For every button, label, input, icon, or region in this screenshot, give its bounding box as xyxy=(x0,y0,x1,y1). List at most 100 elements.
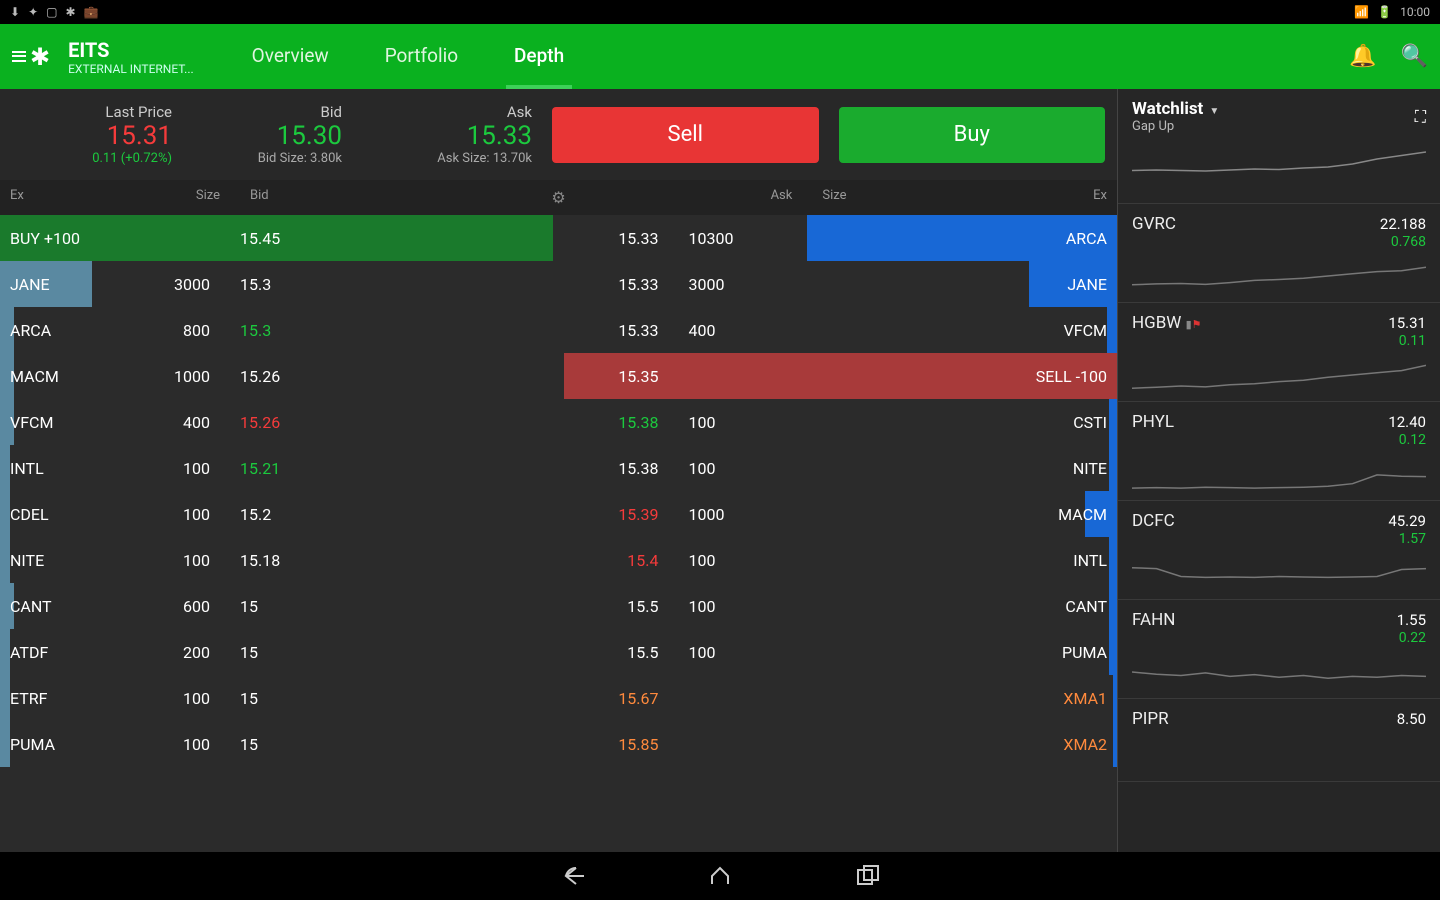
tab-overview[interactable]: Overview xyxy=(244,24,337,89)
ask-size: 100 xyxy=(659,551,759,570)
bid-row[interactable]: BUY +10015.45 xyxy=(0,215,559,261)
ask-ex: ARCA xyxy=(759,229,1118,248)
app-logo-icon: ✱ xyxy=(30,43,50,71)
ask-ex: CANT xyxy=(759,597,1118,616)
col-ex-bid: Ex xyxy=(10,188,120,207)
bid-price: 15.3 xyxy=(210,321,310,340)
fullscreen-icon[interactable]: ⛶ xyxy=(1415,107,1426,127)
wl-change: 0.768 xyxy=(1132,234,1426,250)
bid-size: 800 xyxy=(110,321,210,340)
ask-size: 100 xyxy=(659,459,759,478)
bid-ex: ARCA xyxy=(0,321,110,340)
wl-price: 45.29 xyxy=(1388,512,1426,530)
ask-row[interactable]: 15.391000MACM xyxy=(559,491,1118,537)
ask-row[interactable]: 15.38100CSTI xyxy=(559,399,1118,445)
bid-size: 100 xyxy=(110,689,210,708)
bid-row[interactable]: PUMA10015 xyxy=(0,721,559,767)
ask-row[interactable]: 15.5100CANT xyxy=(559,583,1118,629)
watchlist-item[interactable]: DCFC 45.291.57 xyxy=(1118,501,1440,600)
ask-row[interactable]: 15.33400VFCM xyxy=(559,307,1118,353)
bid-row[interactable]: ETRF10015 xyxy=(0,675,559,721)
ask-ex: INTL xyxy=(759,551,1118,570)
wl-change: 1.57 xyxy=(1132,531,1426,547)
sell-button[interactable]: Sell xyxy=(552,107,819,163)
quote-row: Last Price 15.31 0.11 (+0.72%) Bid 15.30… xyxy=(0,89,1117,180)
bid-size: 1000 xyxy=(110,367,210,386)
bid-row[interactable]: INTL10015.21 xyxy=(0,445,559,491)
wl-sparkline xyxy=(1132,551,1426,599)
app-icon: ✱ xyxy=(65,5,75,19)
ask-size: 10300 xyxy=(659,229,759,248)
search-icon[interactable]: 🔍 xyxy=(1401,44,1428,69)
ask-row[interactable]: 15.5100PUMA xyxy=(559,629,1118,675)
wl-symbol: DCFC xyxy=(1132,511,1175,531)
ask-ex: SELL -100 xyxy=(759,367,1118,386)
col-ask: Ask xyxy=(578,188,793,207)
chevron-down-icon: ▼ xyxy=(1209,106,1219,117)
notifications-icon[interactable]: 🔔 xyxy=(1349,44,1376,69)
tab-portfolio[interactable]: Portfolio xyxy=(377,24,466,89)
bid-size: 100 xyxy=(110,551,210,570)
watchlist-item[interactable]: PHYL12.400.12 xyxy=(1118,402,1440,501)
watchlist-item[interactable]: GVRC22.1880.768 xyxy=(1118,204,1440,303)
watchlist-item[interactable]: FAHN1.550.22 xyxy=(1118,600,1440,699)
bid-ex: CANT xyxy=(0,597,110,616)
bid-price: 15.21 xyxy=(210,459,310,478)
ask-row[interactable]: 15.38100NITE xyxy=(559,445,1118,491)
photo-icon: ▢ xyxy=(46,5,57,19)
bid-ex: ATDF xyxy=(0,643,110,662)
watchlist-item[interactable]: HGBW ▮⚑15.310.11 xyxy=(1118,303,1440,402)
ask-row[interactable]: 15.85XMA2 xyxy=(559,721,1118,767)
ask-row[interactable]: 15.3310300ARCA xyxy=(559,215,1118,261)
col-bid: Bid xyxy=(220,188,320,207)
bid-row[interactable]: NITE10015.18 xyxy=(0,537,559,583)
bid-ex: VFCM xyxy=(0,413,110,432)
battery-icon: 🔋 xyxy=(1377,5,1392,19)
watchlist-top-spark xyxy=(1118,144,1440,204)
ticker-symbol: EITS xyxy=(68,38,194,62)
wl-symbol: PHYL xyxy=(1132,412,1174,432)
watchlist-subtitle: Gap Up xyxy=(1132,119,1219,134)
buy-button[interactable]: Buy xyxy=(839,107,1106,163)
bid-row[interactable]: CANT60015 xyxy=(0,583,559,629)
tabs: Overview Portfolio Depth xyxy=(244,24,573,89)
wl-price: 1.55 xyxy=(1397,611,1426,629)
ask-row[interactable]: 15.333000JANE xyxy=(559,261,1118,307)
col-size-bid: Size xyxy=(120,188,220,207)
ask-row[interactable]: 15.35SELL -100 xyxy=(559,353,1118,399)
bid-price: 15 xyxy=(210,597,310,616)
bid-price: 15.26 xyxy=(210,413,310,432)
bid-ex: JANE xyxy=(0,275,110,294)
back-icon[interactable] xyxy=(558,862,586,890)
ticker-block[interactable]: EITS EXTERNAL INTERNET... xyxy=(68,38,194,76)
ask-size: 100 xyxy=(659,643,759,662)
wl-price: 22.188 xyxy=(1380,215,1426,233)
bid-size: 400 xyxy=(110,413,210,432)
menu-button[interactable]: ✱ xyxy=(12,43,50,71)
bid-row[interactable]: CDEL10015.2 xyxy=(0,491,559,537)
last-change: 0.11 (+0.72%) xyxy=(12,151,172,166)
bid-price: 15.18 xyxy=(210,551,310,570)
bid-price: 15.3 xyxy=(210,275,310,294)
bid-row[interactable]: JANE300015.3 xyxy=(0,261,559,307)
ask-size: Ask Size: 13.70k xyxy=(362,151,532,166)
ask-label: Ask xyxy=(362,103,532,121)
app-header: ✱ EITS EXTERNAL INTERNET... Overview Port… xyxy=(0,24,1440,89)
bid-row[interactable]: ATDF20015 xyxy=(0,629,559,675)
bid-ex: MACM xyxy=(0,367,110,386)
ask-size: 1000 xyxy=(659,505,759,524)
bid-row[interactable]: MACM100015.26 xyxy=(0,353,559,399)
watchlist-title[interactable]: Watchlist▼ xyxy=(1132,99,1219,119)
tab-depth[interactable]: Depth xyxy=(506,24,572,89)
watchlist-item[interactable]: PIPR8.50 xyxy=(1118,699,1440,782)
home-icon[interactable] xyxy=(706,862,734,890)
bid-row[interactable]: VFCM40015.26 xyxy=(0,399,559,445)
ask-row[interactable]: 15.4100INTL xyxy=(559,537,1118,583)
ask-size: 100 xyxy=(659,413,759,432)
ask-price: 15.33 xyxy=(559,321,659,340)
gear-icon[interactable]: ⚙ xyxy=(551,188,565,207)
bid-row[interactable]: ARCA80015.3 xyxy=(0,307,559,353)
ask-row[interactable]: 15.67XMA1 xyxy=(559,675,1118,721)
recent-apps-icon[interactable] xyxy=(854,862,882,890)
ask-ex: VFCM xyxy=(759,321,1118,340)
